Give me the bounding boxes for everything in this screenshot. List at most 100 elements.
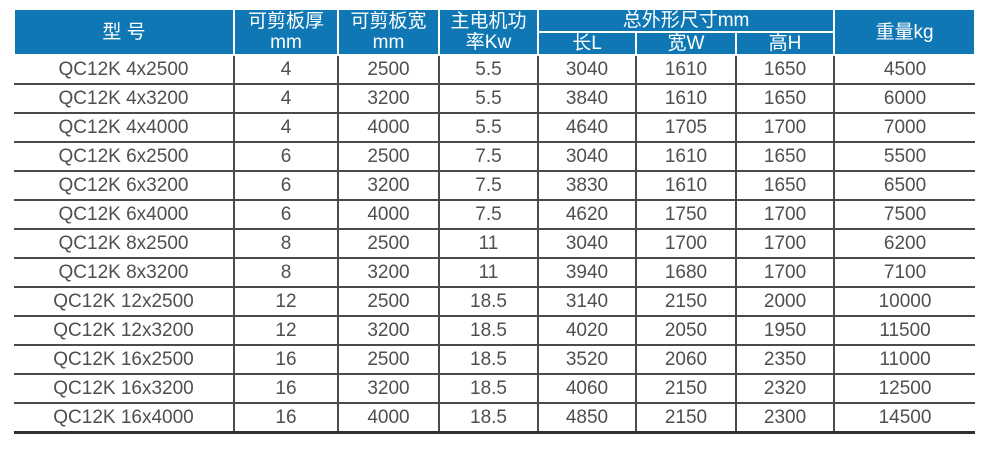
value-cell: 1680 [635, 257, 737, 288]
value-cell: 1700 [734, 228, 836, 259]
value-cell: 4000 [337, 199, 440, 230]
value-cell: 1700 [734, 257, 836, 288]
column-header-model: 型 号 [13, 8, 235, 56]
value-cell: 3520 [537, 344, 637, 375]
value-cell: 1650 [734, 55, 836, 85]
table-row: QC12K 8x3200 8 3200 11 3940 1680 1700 7100 [14, 257, 976, 288]
value-cell: 7.5 [438, 199, 539, 230]
value-cell: 4060 [537, 373, 637, 404]
value-cell: 2500 [337, 228, 440, 259]
value-cell: 12 [233, 286, 339, 317]
value-cell: 7.5 [438, 141, 539, 172]
table-row: QC12K 16x3200 16 3200 18.5 4060 2150 2320 12500 [14, 373, 976, 404]
value-cell: 2300 [734, 402, 836, 434]
value-cell: 1610 [635, 83, 737, 114]
value-cell: 1700 [734, 112, 836, 143]
value-cell: 2150 [635, 402, 737, 434]
value-cell: 18.5 [438, 286, 539, 317]
value-cell: 3140 [537, 286, 637, 317]
value-cell: 2500 [337, 55, 440, 85]
table-row: QC12K 4x2500 4 2500 5.5 3040 1610 1650 4500 [14, 55, 976, 85]
value-cell: 2150 [635, 373, 737, 404]
table-row: QC12K 12x3200 12 3200 18.5 4020 2050 1950 11500 [14, 315, 976, 346]
model-cell: QC12K 6x4000 [14, 199, 235, 230]
value-cell: 1610 [635, 141, 737, 172]
value-cell: 2000 [734, 286, 836, 317]
value-cell: 6200 [833, 228, 976, 259]
value-cell: 3200 [337, 373, 440, 404]
value-cell: 16 [233, 344, 339, 375]
value-cell: 4640 [537, 112, 637, 143]
model-cell: QC12K 12x3200 [14, 315, 235, 346]
value-cell: 3040 [537, 141, 637, 172]
table-row: QC12K 4x3200 4 3200 5.5 3840 1610 1650 6000 [14, 83, 976, 114]
value-cell: 18.5 [438, 373, 539, 404]
value-cell: 18.5 [438, 344, 539, 375]
table-row: QC12K 8x2500 8 2500 11 3040 1700 1700 6200 [14, 228, 976, 259]
value-cell: 7000 [833, 112, 976, 143]
value-cell: 6 [233, 199, 339, 230]
value-cell: 11 [438, 257, 539, 288]
value-cell: 8 [233, 257, 339, 288]
table-row: QC12K 6x3200 6 3200 7.5 3830 1610 1650 6500 [14, 170, 976, 201]
value-cell: 1650 [734, 83, 836, 114]
value-cell: 7500 [833, 199, 976, 230]
model-cell: QC12K 8x2500 [14, 228, 235, 259]
value-cell: 4 [233, 55, 339, 85]
column-header-plate-width: 可剪板宽 mm [337, 8, 440, 56]
value-cell: 4000 [337, 402, 440, 434]
column-group-overall-dimensions: 总外形尺寸mm [536, 8, 836, 33]
value-cell: 4000 [337, 112, 440, 143]
model-cell: QC12K 16x4000 [14, 402, 235, 434]
value-cell: 6 [233, 170, 339, 201]
model-cell: QC12K 12x2500 [14, 286, 235, 317]
value-cell: 10000 [833, 286, 976, 317]
value-cell: 1650 [734, 141, 836, 172]
value-cell: 3200 [337, 315, 440, 346]
value-cell: 5.5 [438, 112, 539, 143]
value-cell: 3040 [537, 228, 637, 259]
table-row: QC12K 6x2500 6 2500 7.5 3040 1610 1650 5500 [14, 141, 976, 172]
column-header-weight: 重量kg [833, 8, 977, 56]
value-cell: 1700 [635, 228, 737, 259]
value-cell: 6 [233, 141, 339, 172]
value-cell: 4620 [537, 199, 637, 230]
value-cell: 3040 [537, 55, 637, 85]
value-cell: 6500 [833, 170, 976, 201]
value-cell: 4 [233, 83, 339, 114]
model-cell: QC12K 4x2500 [14, 55, 235, 85]
model-cell: QC12K 16x2500 [14, 344, 235, 375]
model-cell: QC12K 8x3200 [14, 257, 235, 288]
model-cell: QC12K 4x3200 [14, 83, 235, 114]
value-cell: 2150 [635, 286, 737, 317]
value-cell: 6000 [833, 83, 976, 114]
value-cell: 3200 [337, 170, 440, 201]
model-cell: QC12K 6x2500 [14, 141, 235, 172]
value-cell: 1610 [635, 170, 737, 201]
value-cell: 4500 [833, 55, 976, 85]
value-cell: 4850 [537, 402, 637, 434]
value-cell: 2350 [734, 344, 836, 375]
value-cell: 2320 [734, 373, 836, 404]
value-cell: 18.5 [438, 315, 539, 346]
value-cell: 7.5 [438, 170, 539, 201]
table-row: QC12K 4x4000 4 4000 5.5 4640 1705 1700 7000 [14, 112, 976, 143]
value-cell: 11000 [833, 344, 976, 375]
value-cell: 5.5 [438, 83, 539, 114]
value-cell: 16 [233, 373, 339, 404]
machine-spec-table: 型 号 可剪板厚 mm 可剪板宽 mm 主电机功 率Kw 总外形尺寸mm 重量k… [13, 8, 977, 434]
table-row: QC12K 16x2500 16 2500 18.5 3520 2060 2350 11000 [14, 344, 976, 375]
value-cell: 5500 [833, 141, 976, 172]
value-cell: 11 [438, 228, 539, 259]
value-cell: 3840 [537, 83, 637, 114]
value-cell: 12500 [833, 373, 976, 404]
value-cell: 4020 [537, 315, 637, 346]
value-cell: 1750 [635, 199, 737, 230]
value-cell: 16 [233, 402, 339, 434]
value-cell: 2050 [635, 315, 737, 346]
value-cell: 18.5 [438, 402, 539, 434]
table-body: QC12K 4x2500 4 2500 5.5 3040 1610 1650 4500 QC12… [14, 55, 976, 434]
value-cell: 2500 [337, 344, 440, 375]
column-header-height: 高H [734, 31, 836, 56]
